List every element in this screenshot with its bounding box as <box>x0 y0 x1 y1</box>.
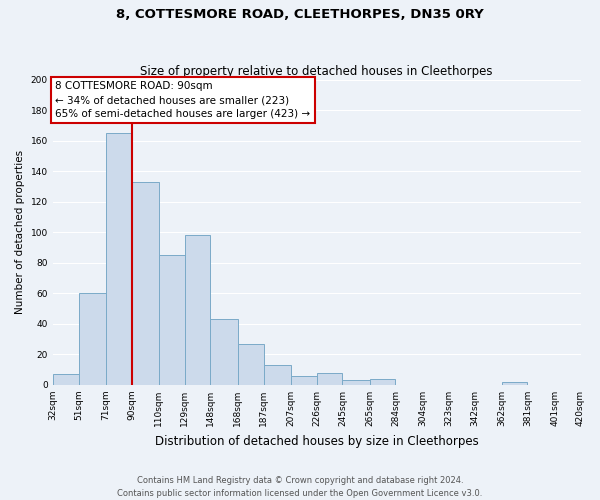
Bar <box>131 182 159 385</box>
Bar <box>263 365 291 385</box>
Text: 8, COTTESMORE ROAD, CLEETHORPES, DN35 0RY: 8, COTTESMORE ROAD, CLEETHORPES, DN35 0R… <box>116 8 484 20</box>
Bar <box>238 344 263 385</box>
Bar <box>211 320 238 385</box>
Bar <box>370 379 395 385</box>
Bar <box>317 372 343 385</box>
Bar <box>106 133 131 385</box>
Bar <box>291 376 317 385</box>
Bar <box>53 374 79 385</box>
Bar <box>79 294 106 385</box>
Bar <box>159 255 185 385</box>
Bar <box>185 236 211 385</box>
Bar <box>502 382 527 385</box>
Y-axis label: Number of detached properties: Number of detached properties <box>15 150 25 314</box>
Title: Size of property relative to detached houses in Cleethorpes: Size of property relative to detached ho… <box>140 66 493 78</box>
X-axis label: Distribution of detached houses by size in Cleethorpes: Distribution of detached houses by size … <box>155 434 478 448</box>
Bar <box>343 380 370 385</box>
Text: 8 COTTESMORE ROAD: 90sqm
← 34% of detached houses are smaller (223)
65% of semi-: 8 COTTESMORE ROAD: 90sqm ← 34% of detach… <box>55 81 311 119</box>
Text: Contains HM Land Registry data © Crown copyright and database right 2024.
Contai: Contains HM Land Registry data © Crown c… <box>118 476 482 498</box>
